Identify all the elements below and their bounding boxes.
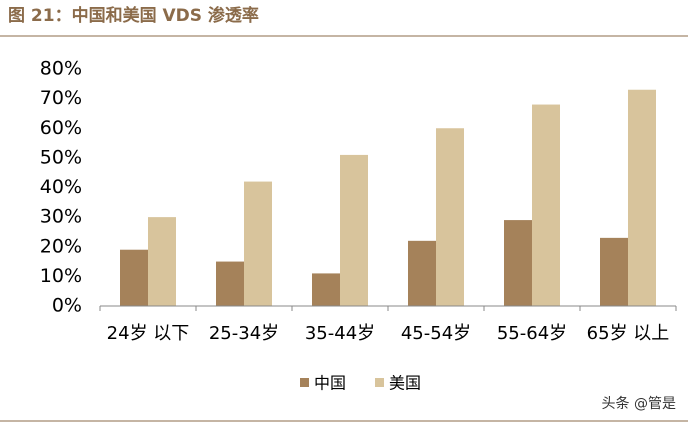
bar bbox=[408, 240, 436, 306]
y-tick-label: 70% bbox=[40, 87, 82, 109]
bar bbox=[244, 181, 272, 306]
watermark: 头条 @管是 bbox=[602, 395, 676, 412]
bar bbox=[148, 217, 176, 306]
bar bbox=[504, 220, 532, 306]
legend-label: 中国 bbox=[314, 374, 346, 393]
x-tick-label: 65岁 以上 bbox=[587, 323, 670, 344]
bar bbox=[532, 104, 560, 306]
bar bbox=[312, 273, 340, 306]
x-tick-label: 35-44岁 bbox=[305, 323, 375, 344]
y-tick-label: 50% bbox=[40, 146, 82, 168]
x-tick-label: 25-34岁 bbox=[209, 323, 279, 344]
bar bbox=[600, 237, 628, 306]
bar bbox=[120, 249, 148, 306]
bar bbox=[340, 154, 368, 306]
y-tick-label: 40% bbox=[40, 176, 82, 198]
x-tick-label: 24岁 以下 bbox=[107, 323, 190, 344]
y-tick-label: 0% bbox=[52, 295, 82, 317]
legend-swatch bbox=[375, 378, 384, 387]
y-tick-label: 10% bbox=[40, 265, 82, 287]
y-tick-label: 30% bbox=[40, 206, 82, 228]
x-tick-label: 45-54岁 bbox=[401, 323, 471, 344]
bar bbox=[436, 128, 464, 306]
chart-title: 图 21：中国和美国 VDS 渗透率 bbox=[8, 5, 259, 26]
x-tick-label: 55-64岁 bbox=[497, 323, 567, 344]
bar bbox=[216, 261, 244, 306]
legend-label: 美国 bbox=[389, 374, 421, 393]
bar bbox=[628, 89, 656, 306]
y-tick-label: 80% bbox=[40, 58, 82, 80]
y-tick-label: 20% bbox=[40, 235, 82, 257]
y-tick-label: 60% bbox=[40, 117, 82, 139]
legend-swatch bbox=[300, 378, 309, 387]
